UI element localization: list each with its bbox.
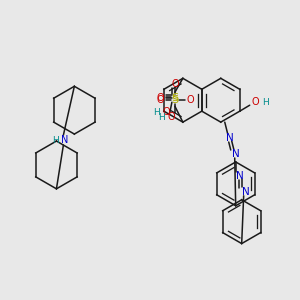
Text: H: H xyxy=(262,98,269,107)
Text: N: N xyxy=(242,187,250,197)
Text: N: N xyxy=(236,171,244,181)
Text: O: O xyxy=(162,107,170,117)
Text: H: H xyxy=(154,108,160,117)
Text: N: N xyxy=(61,135,68,145)
Text: S: S xyxy=(171,93,178,103)
Text: O: O xyxy=(156,93,164,103)
Text: S: S xyxy=(171,95,178,105)
Text: H: H xyxy=(159,113,165,122)
Text: O: O xyxy=(252,97,260,107)
Text: O: O xyxy=(167,112,175,122)
Text: O: O xyxy=(171,79,179,89)
Text: N: N xyxy=(232,149,240,159)
Text: O: O xyxy=(156,95,164,105)
Text: H: H xyxy=(52,136,59,145)
Text: N: N xyxy=(226,133,234,143)
Text: O: O xyxy=(186,95,194,105)
